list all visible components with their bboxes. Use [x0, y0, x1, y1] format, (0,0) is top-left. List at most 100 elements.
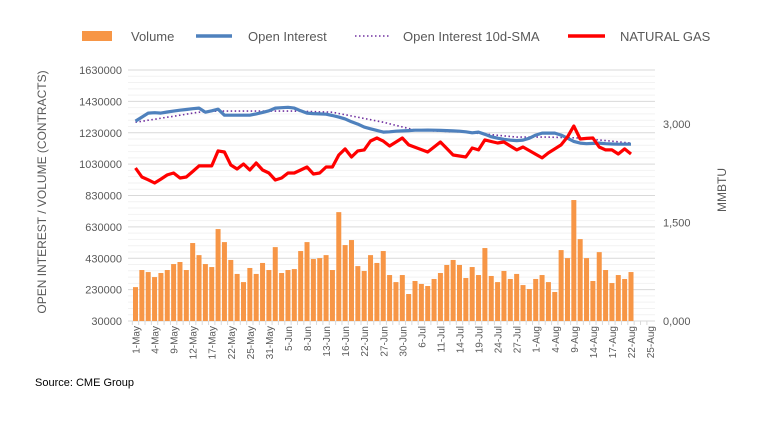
volume-bar [539, 275, 545, 321]
legend-label: NATURAL GAS [620, 29, 711, 44]
volume-bar [266, 270, 272, 321]
x-axis-tick-label: 25-May [246, 326, 257, 359]
volume-bar [279, 272, 285, 321]
volume-bar [240, 282, 246, 321]
volume-bar [234, 273, 240, 321]
right-axis-title: MMBTU [715, 168, 729, 212]
x-axis-tick-label: 8-Jun [303, 326, 314, 351]
x-axis-tick-label: 6-Jul [417, 326, 428, 348]
x-axis-tick-label: 22-May [227, 326, 238, 359]
volume-bar [514, 273, 520, 321]
volume-bar [501, 270, 507, 321]
volume-bar [355, 266, 361, 321]
volume-bar [615, 275, 621, 321]
x-axis-tick-label: 24-Jul [494, 326, 505, 353]
left-axis-ticks: 30000 230000 430000 630000 830000 1030000 1230… [79, 65, 122, 328]
legend-label: Volume [131, 29, 174, 44]
x-axis-tick-label: 25-Aug [646, 326, 657, 358]
volume-bar [368, 255, 374, 321]
legend-label: Open Interest [248, 29, 327, 44]
volume-bar [533, 278, 539, 321]
volume-bar [495, 282, 501, 321]
x-axis-tick-label: 4-Aug [551, 326, 562, 353]
volume-bar [488, 275, 494, 321]
source-note: Source: CME Group [35, 377, 134, 389]
volume-bar [450, 259, 456, 321]
volume-bar [139, 270, 145, 321]
volume-bar [145, 272, 151, 321]
volume-bar [482, 248, 488, 321]
volume-bar [418, 283, 424, 321]
volume-bar [164, 270, 170, 321]
volume-bar [158, 272, 164, 321]
natural-gas-price-line [134, 124, 632, 185]
volume-bar [336, 212, 342, 321]
legend-label: Open Interest 10d-SMA [403, 29, 540, 44]
right-axis-ticks: 0,000 1,500 3,000 [663, 119, 691, 328]
volume-bar [387, 275, 393, 321]
volume-bar [272, 247, 278, 321]
left-axis-tick-label: 230000 [85, 285, 122, 297]
volume-bar [253, 273, 259, 321]
volume-bar [393, 282, 399, 321]
volume-bar [603, 270, 609, 321]
volume-bar [304, 242, 310, 321]
left-axis-tick-label: 1030000 [79, 159, 122, 171]
volume-bar [209, 267, 215, 321]
open-interest-sma-line [135, 110, 632, 144]
x-axis-tick-label: 30-Jun [398, 326, 409, 357]
volume-bar [310, 259, 316, 321]
volume-bar [298, 251, 304, 321]
volume-bar [260, 262, 266, 321]
volume-bar [564, 258, 570, 321]
volume-bar [196, 255, 202, 321]
open-interest-line [134, 105, 631, 146]
left-axis-tick-label: 30000 [91, 316, 122, 328]
x-axis-tick-label: 14-Aug [589, 326, 600, 358]
x-axis-tick-label: 4-May [151, 326, 162, 354]
left-axis-tick-label: 1230000 [79, 128, 122, 140]
volume-bar [628, 272, 634, 321]
volume-bar [177, 262, 183, 321]
volume-bar [202, 264, 208, 321]
left-axis-title: OPEN INTEREST / VOLUME (CONTRACTS) [35, 70, 49, 313]
volume-bar [215, 229, 221, 321]
right-axis-tick-label: 1,500 [663, 217, 691, 229]
legend-volume-swatch [82, 31, 112, 41]
x-axis-tick-label: 11-Jul [436, 326, 447, 353]
volume-bar [171, 264, 177, 321]
volume-bar [412, 280, 418, 321]
volume-bar [348, 240, 354, 321]
x-axis-tick-label: 22-Jun [360, 326, 371, 357]
volume-bar [431, 278, 437, 321]
volume-bar [476, 275, 482, 321]
volume-bar [317, 258, 323, 321]
volume-bar [183, 270, 189, 321]
volume-bar [526, 288, 532, 321]
volume-bar [133, 287, 138, 321]
volume-bar [469, 267, 475, 321]
volume-bar [507, 278, 513, 321]
left-axis-tick-label: 830000 [85, 191, 122, 203]
right-axis-tick-label: 3,000 [663, 119, 691, 131]
volume-bar [425, 286, 431, 321]
volume-bar [342, 245, 348, 321]
volume-bar [399, 275, 405, 321]
x-axis-tick-label: 16-Jun [341, 326, 352, 357]
volume-bar [444, 264, 450, 321]
volume-bars [133, 200, 634, 321]
volume-bar [590, 280, 596, 321]
x-axis-tick-label: 5-Jun [284, 326, 295, 351]
volume-bar [622, 278, 628, 321]
x-axis-tick-label: 9-May [170, 326, 181, 354]
x-axis-ticks: 1-May 4-May 9-May 12-May 17-May 22-May 25-May 3… [132, 326, 658, 359]
volume-bar [247, 267, 253, 321]
series-lines [134, 105, 632, 185]
volume-bar [329, 270, 335, 321]
volume-bar [584, 258, 590, 321]
x-axis-tick-label: 27-Jul [513, 326, 524, 353]
volume-bar [577, 239, 583, 321]
volume-bar [228, 259, 234, 321]
volume-bar [596, 252, 602, 321]
x-axis-tick-label: 13-Jun [322, 326, 333, 357]
